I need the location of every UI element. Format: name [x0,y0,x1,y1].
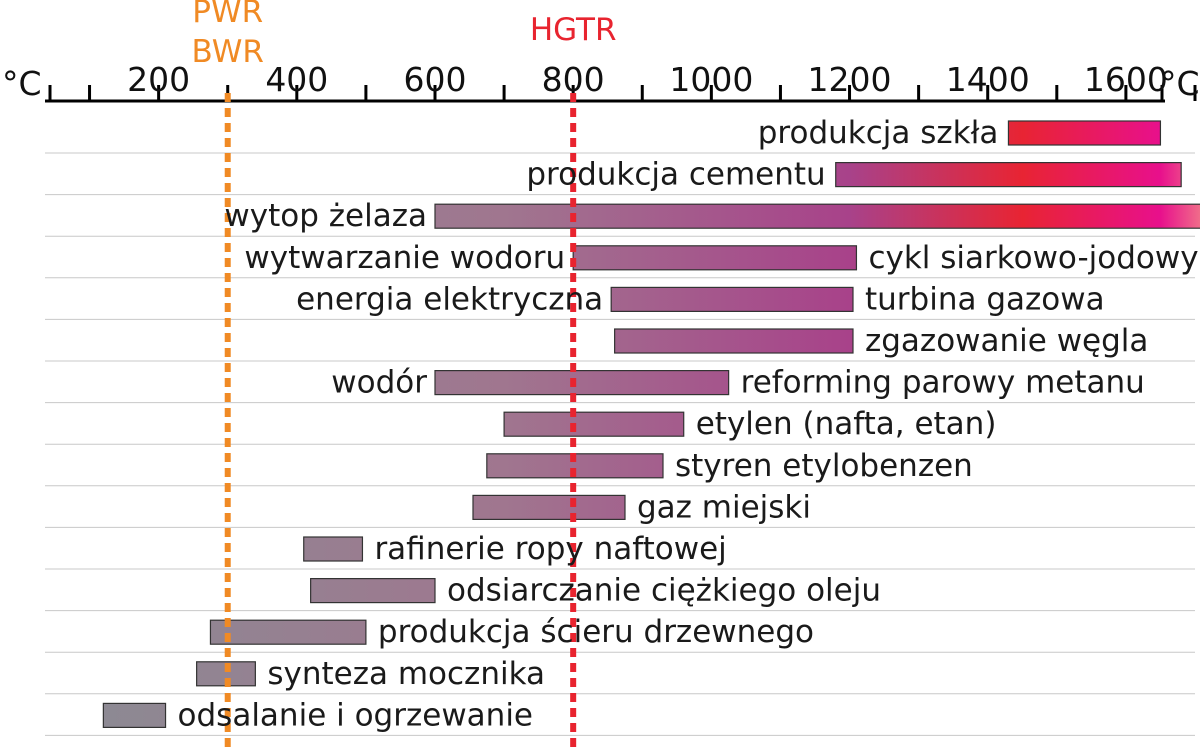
row-label-left: energia elektryczna [296,281,603,317]
range-bar [209,619,367,645]
row-label-right: turbina gazowa [865,281,1105,317]
range-bar [835,162,1182,188]
range-bar [572,245,858,271]
tick-label: 1000 [669,60,753,99]
row-label-right: cykl siarkowo-jodowy [868,240,1198,276]
tick-label: 600 [403,60,466,99]
reference-label: PWR [192,0,263,30]
range-bar [434,370,730,396]
row-label-right: produkcja ścieru drzewnego [378,614,814,650]
range-bar [1007,120,1162,146]
reference-label: BWR [192,34,264,70]
row-label-left: wodór [331,365,427,401]
row-label-left: wytwarzanie wodoru [244,240,565,276]
tick-label: 1600 [1084,60,1168,99]
row-label-right: styren etylobenzen [675,448,973,484]
range-bar [503,411,685,437]
range-bar [303,536,364,562]
row-label-right: gaz miejski [637,489,811,525]
row-label-right: odsiarczanie ciężkiego oleju [447,573,881,609]
reference-label: HGTR [530,12,617,48]
gridlines [45,152,1195,736]
range-bar [610,286,854,312]
x-axis: 200 400 600 800 1000 1200 1400 1600°C °C [2,60,1200,103]
row-label-right: rafinerie ropy naftowej [374,531,726,567]
tick-label: 400 [265,60,328,99]
tick-label: 200 [127,60,190,99]
row-labels: produkcja szkła produkcja cementu wytop że… [178,115,1199,733]
unit-label-left: °C [2,64,42,103]
range-bar [472,494,626,520]
tick-label: 1400 [946,60,1030,99]
range-bar [614,328,854,354]
range-bar [102,702,167,729]
unit-label-right: °C [1160,64,1200,103]
reference-lines: PWR BWR HGTR [192,0,617,747]
row-label: produkcja szkła [758,115,999,151]
tick-label: 800 [542,60,605,99]
tick-label: 1200 [808,60,892,99]
bars [102,120,1200,729]
row-label: produkcja cementu [526,157,825,193]
range-bar [434,203,1200,229]
row-label-right: zgazowanie węgla [865,323,1148,359]
row-label-left: wytop żelaza [224,198,427,234]
row-label-right: odsalanie i ogrzewanie [178,697,533,733]
row-label-right: reforming parowy metanu [741,365,1145,401]
row-label-right: synteza mocznika [267,656,545,692]
row-label-right: etylen (nafta, etan) [696,406,997,442]
range-bar [310,577,436,604]
